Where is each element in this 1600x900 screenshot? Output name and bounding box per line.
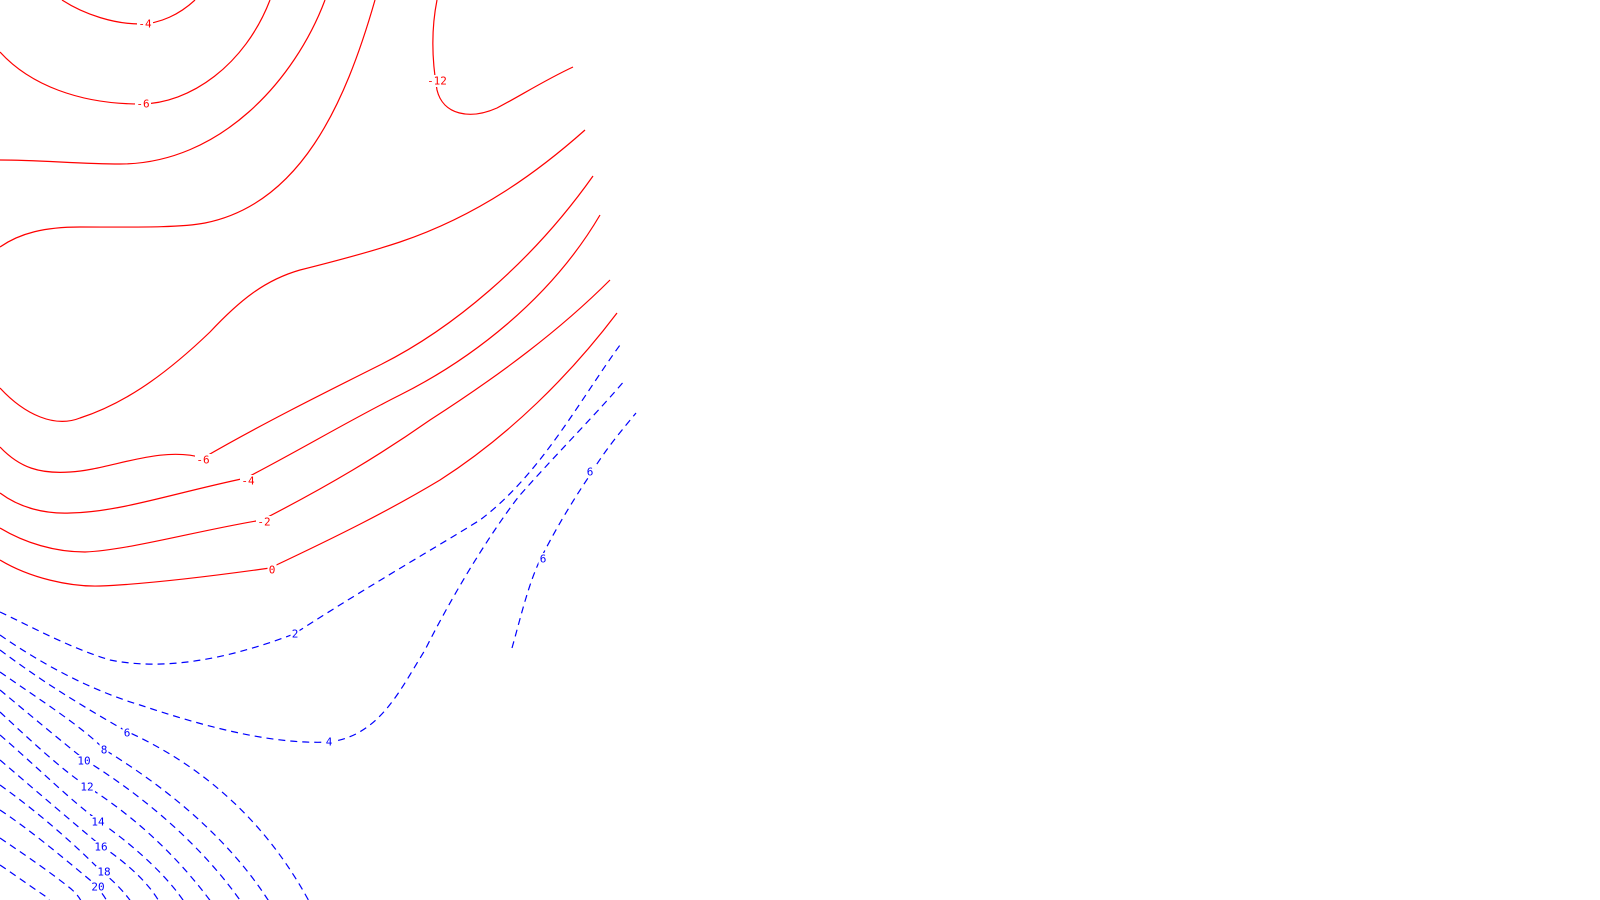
contour-label-text: 4 xyxy=(326,736,333,749)
contour-label-background xyxy=(538,553,548,565)
contour-line-neg-12 xyxy=(432,0,574,115)
contour-line-a xyxy=(0,0,326,165)
contour-label-p-4: 4 xyxy=(324,736,334,749)
contour-line-pos-16 xyxy=(0,759,159,900)
contour-label-p-6-left: 6 xyxy=(122,727,132,740)
contour-label-n-6-low: -6 xyxy=(195,454,211,467)
contour-label-text: -4 xyxy=(138,18,152,31)
contour-label-text: -12 xyxy=(427,75,447,88)
contour-label-n-12: -12 xyxy=(425,75,449,88)
contour-line-pos-18 xyxy=(0,784,131,900)
contour-label-background xyxy=(135,98,151,110)
contour-label-background xyxy=(324,736,334,748)
contour-line-neg-4-low xyxy=(0,214,601,514)
contour-line-pos-10 xyxy=(0,689,241,900)
contour-line-neg-4-top xyxy=(61,0,196,25)
contour-label-p-2: 2 xyxy=(290,628,300,641)
contour-line-pos-22 xyxy=(0,837,82,900)
contour-label-text: 12 xyxy=(80,781,93,794)
contour-label-text: 0 xyxy=(269,564,276,577)
negative-contours xyxy=(0,0,618,587)
contour-label-p-10: 10 xyxy=(76,755,92,768)
contour-line-pos-12 xyxy=(0,711,211,900)
contour-label-background xyxy=(425,75,449,87)
contour-label-background xyxy=(290,628,300,640)
contour-line-pos-4 xyxy=(0,379,626,743)
contour-line-neg-2-low xyxy=(0,279,611,553)
contour-label-text: -4 xyxy=(241,475,255,488)
contour-label-text: 18 xyxy=(97,866,110,879)
contour-label-background xyxy=(267,564,277,576)
positive-contours xyxy=(0,344,637,900)
contour-label-background xyxy=(99,744,109,756)
contour-label-n-0-low: 0 xyxy=(267,564,277,577)
contour-label-background xyxy=(93,841,109,853)
contour-label-text: 6 xyxy=(540,553,547,566)
contour-label-n-4-low: -4 xyxy=(240,475,256,488)
contour-line-neg-0-low xyxy=(0,312,618,587)
contour-line-pos-20 xyxy=(0,809,108,900)
contour-label-p-18: 18 xyxy=(96,866,112,879)
contour-label-text: 6 xyxy=(124,727,131,740)
contour-label-text: 2 xyxy=(292,628,299,641)
contour-label-p-12: 12 xyxy=(79,781,95,794)
contour-line-b xyxy=(0,0,376,248)
contour-label-p-6-mid: 6 xyxy=(538,553,548,566)
contour-label-text: 14 xyxy=(91,816,105,829)
contour-label-text: 20 xyxy=(91,881,104,894)
contour-label-background xyxy=(585,466,595,478)
contour-label-background xyxy=(76,755,92,767)
contour-label-p-14: 14 xyxy=(90,816,106,829)
contour-label-p-8: 8 xyxy=(99,744,109,757)
contour-label-background xyxy=(122,727,132,739)
contour-label-text: -2 xyxy=(257,516,270,529)
contour-label-n-6-top: -6 xyxy=(135,98,151,111)
contour-label-background xyxy=(79,781,95,793)
contour-label-background xyxy=(256,516,272,528)
contour-line-pos-24 xyxy=(0,864,50,900)
contour-label-text: 8 xyxy=(101,744,108,757)
contour-line-pos-8 xyxy=(0,671,269,900)
contour-line-neg-6-top xyxy=(0,0,271,105)
contour-labels: -4 -6 -12 -6 -4 -2 0 2 4 6 6 6 8 10 12 14 16 18 20 xyxy=(76,18,595,894)
contour-label-n-2-low: -2 xyxy=(256,516,272,529)
contour-label-background xyxy=(96,866,112,878)
contour-label-text: -6 xyxy=(136,98,149,111)
contour-line-c xyxy=(0,129,586,422)
contour-label-p-6-right: 6 xyxy=(585,466,595,479)
contour-label-p-16: 16 xyxy=(93,841,109,854)
contour-line-neg-6-low xyxy=(0,175,594,473)
contour-line-pos-2 xyxy=(0,344,621,665)
contour-label-text: 16 xyxy=(94,841,107,854)
contour-label-background xyxy=(240,475,256,487)
contour-label-text: 10 xyxy=(77,755,90,768)
contour-label-background xyxy=(90,881,106,893)
contour-label-text: -6 xyxy=(196,454,209,467)
contour-label-background xyxy=(195,454,211,466)
contour-label-n-4-top: -4 xyxy=(137,18,153,31)
contour-label-background xyxy=(137,18,153,30)
contour-line-pos-6-right xyxy=(511,412,637,649)
contour-label-text: 6 xyxy=(587,466,594,479)
contour-label-background xyxy=(90,816,106,828)
contour-label-p-20: 20 xyxy=(90,881,106,894)
contour-line-pos-6-left xyxy=(0,649,310,900)
